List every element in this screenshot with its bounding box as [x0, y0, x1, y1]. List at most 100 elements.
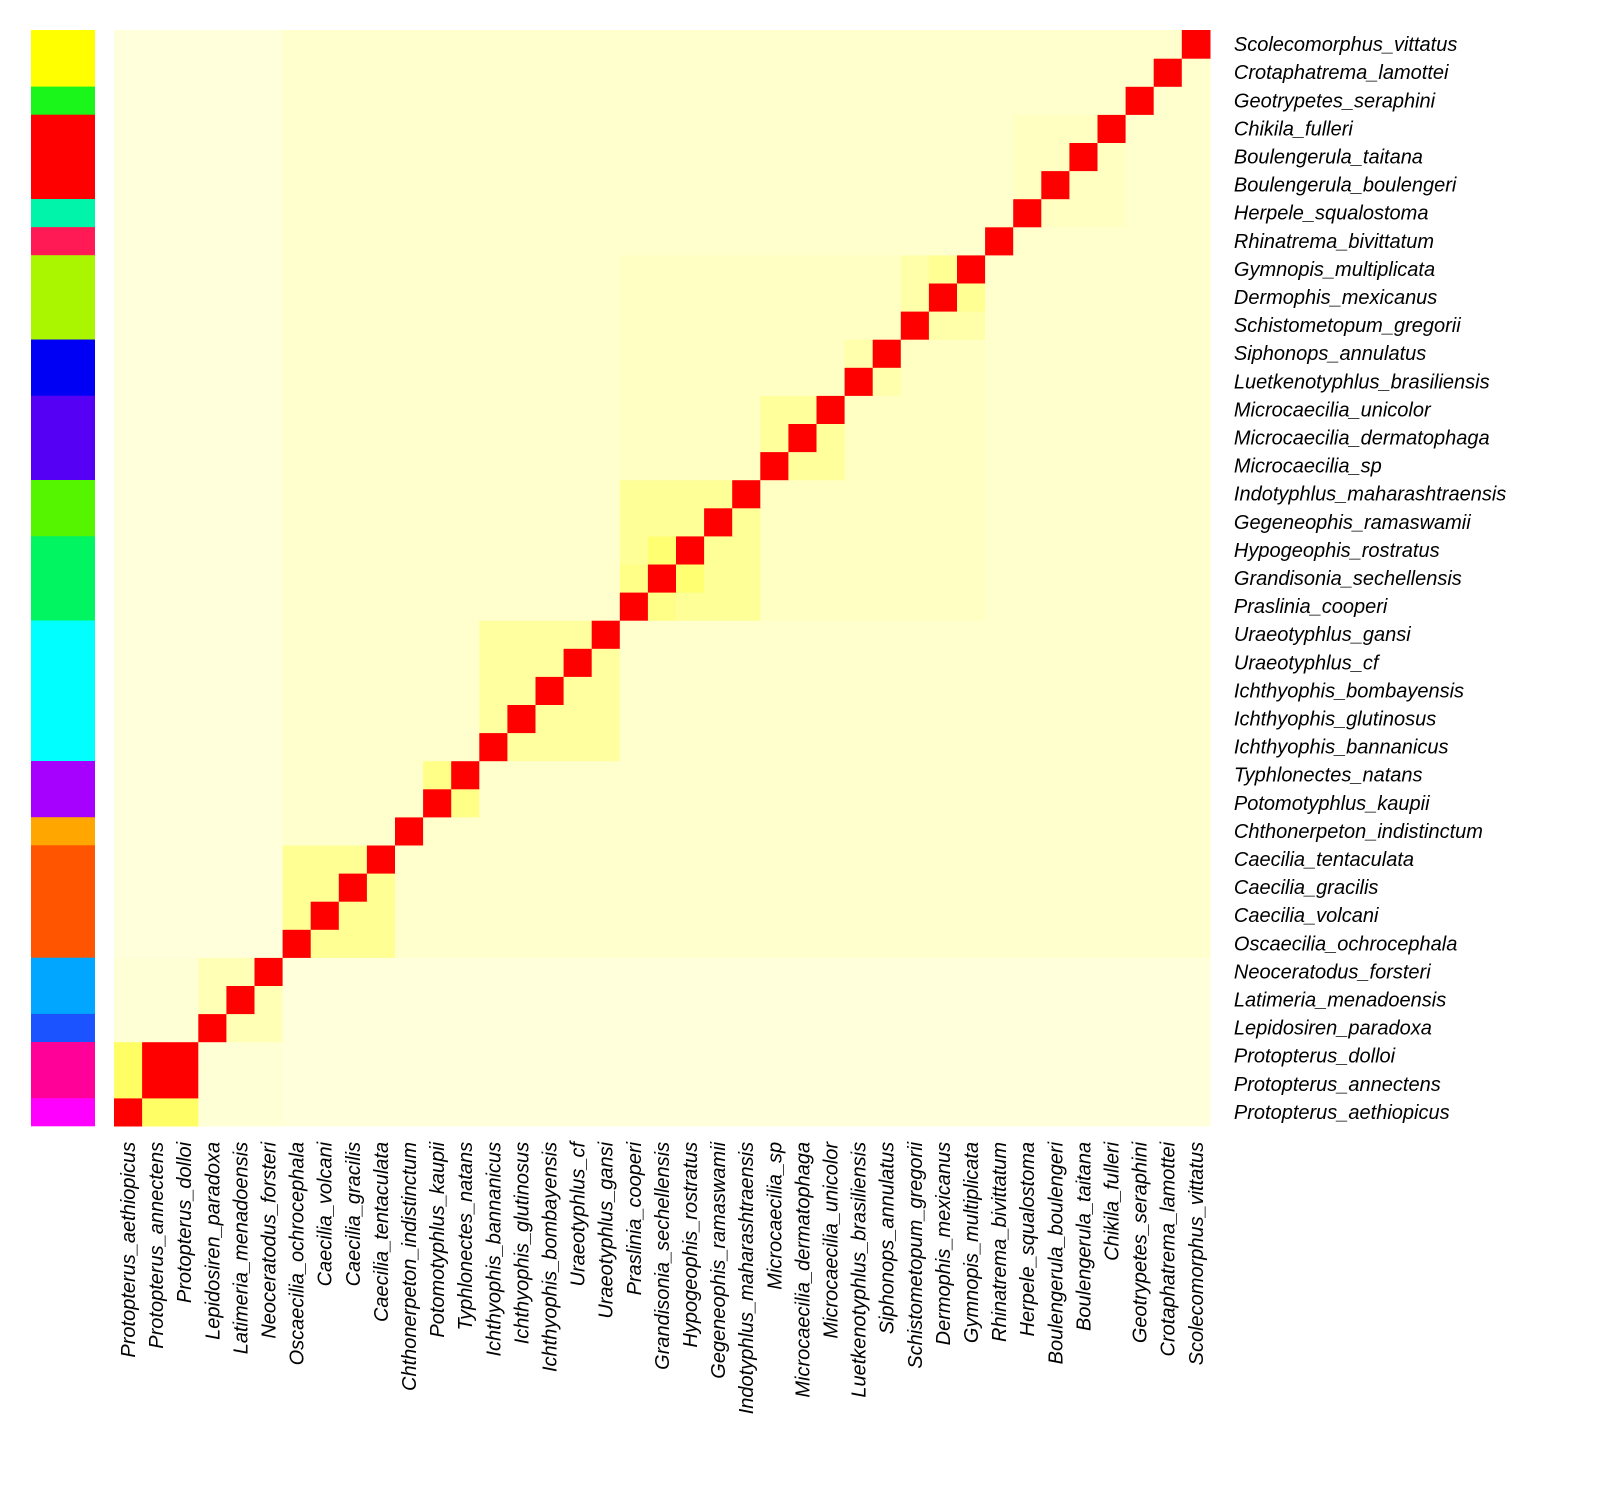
- heatmap-cell: [872, 901, 902, 930]
- heatmap-cell: [366, 282, 396, 312]
- heatmap-cell: [226, 423, 256, 453]
- heatmap-cell: [114, 1069, 143, 1099]
- heatmap-cell: [704, 282, 733, 312]
- heatmap-cell: [985, 1097, 1014, 1127]
- heatmap-cell: [1041, 367, 1070, 396]
- heatmap-cell: [619, 282, 649, 312]
- heatmap-cell: [676, 648, 705, 677]
- heatmap-cell: [479, 704, 508, 734]
- heatmap-cell: [198, 170, 227, 200]
- heatmap-cell: [338, 929, 368, 958]
- heatmap-cell: [1181, 901, 1211, 930]
- heatmap-cell: [338, 816, 368, 846]
- heatmap-cell: [619, 58, 649, 87]
- heatmap-cell: [872, 86, 902, 115]
- heatmap-cell: [788, 226, 818, 256]
- heatmap-cell: [676, 170, 705, 200]
- heatmap-cell: [338, 901, 368, 930]
- heatmap-cell: [1069, 58, 1099, 87]
- heatmap-cell: [1153, 507, 1183, 537]
- heatmap-cell: [1125, 1013, 1155, 1043]
- heatmap-cell: [170, 816, 199, 846]
- heatmap-cell: [563, 282, 593, 312]
- heatmap-cell: [928, 311, 958, 340]
- heatmap-cell: [619, 423, 649, 453]
- heatmap-cell: [1097, 226, 1127, 256]
- heatmap-cell: [338, 957, 368, 986]
- heatmap-cell: [395, 198, 424, 228]
- heatmap-cell: [563, 957, 593, 986]
- heatmap-cell: [760, 985, 789, 1015]
- heatmap-cell: [395, 30, 424, 59]
- heatmap-cell: [591, 563, 621, 593]
- row-label: Chikila_fulleri: [1234, 118, 1353, 140]
- heatmap-cell: [423, 395, 452, 424]
- heatmap-cell: [676, 957, 705, 986]
- heatmap-cell: [1041, 620, 1070, 649]
- heatmap-cell: [254, 311, 284, 340]
- heatmap-cell: [928, 732, 958, 762]
- heatmap-cell: [1181, 367, 1211, 396]
- heatmap-cell: [647, 620, 677, 649]
- heatmap-cell: [619, 957, 649, 986]
- heatmap-cell: [310, 1069, 340, 1099]
- heatmap-cell: [928, 254, 958, 284]
- heatmap-cell: [395, 648, 424, 677]
- heatmap-cell: [957, 844, 986, 874]
- heatmap-cell: [310, 507, 340, 537]
- heatmap-cell: [563, 423, 593, 453]
- heatmap-cell: [198, 30, 227, 59]
- heatmap-cell: [198, 732, 227, 762]
- heatmap-cell: [900, 423, 930, 453]
- heatmap-cell: [1069, 788, 1099, 818]
- heatmap-cell: [732, 170, 761, 200]
- heatmap-cell: [282, 929, 312, 958]
- heatmap-cell: [282, 311, 312, 340]
- heatmap-cell: [844, 535, 874, 565]
- heatmap-cell: [451, 957, 480, 986]
- heatmap-cell: [1013, 844, 1042, 874]
- heatmap-cell: [142, 142, 171, 172]
- heatmap-cell: [1097, 30, 1127, 59]
- heatmap-cell: [676, 282, 705, 312]
- heatmap-cell: [760, 1013, 789, 1043]
- heatmap-cell: [310, 58, 340, 87]
- heatmap-cell: [1125, 535, 1155, 565]
- heatmap-cell: [563, 395, 593, 424]
- heatmap-cell: [114, 535, 143, 565]
- heatmap-cell: [1041, 704, 1070, 734]
- heatmap-cell: [760, 142, 789, 172]
- heatmap-cell: [366, 479, 396, 509]
- heatmap-cell: [170, 1069, 199, 1099]
- heatmap-cell: [451, 1069, 480, 1099]
- heatmap-cell: [423, 788, 452, 818]
- heatmap-cell: [928, 226, 958, 256]
- heatmap-cell: [1013, 142, 1042, 172]
- heatmap-cell: [844, 957, 874, 986]
- heatmap-cell: [985, 58, 1014, 87]
- heatmap-cell: [591, 86, 621, 115]
- heatmap-cell: [957, 58, 986, 87]
- heatmap-cell: [423, 198, 452, 228]
- heatmap-cell: [676, 311, 705, 340]
- heatmap-cell: [142, 30, 171, 59]
- heatmap-cell: [985, 142, 1014, 172]
- row-labels: Protopterus_aethiopicusProtopterus_annec…: [1234, 34, 1506, 1124]
- heatmap-cell: [619, 170, 649, 200]
- heatmap-cell: [1097, 254, 1127, 284]
- heatmap-cell: [1041, 395, 1070, 424]
- heatmap-cell: [1041, 170, 1070, 200]
- heatmap-cell: [1153, 311, 1183, 340]
- heatmap-cell: [535, 367, 565, 396]
- column-label: Potomotyphlus_kaupii: [427, 1141, 449, 1337]
- heatmap-cell: [676, 985, 705, 1015]
- heatmap-cell: [647, 1041, 677, 1071]
- group-bar-segment: [31, 1041, 95, 1099]
- heatmap-cell: [170, 732, 199, 762]
- heatmap-cell: [142, 535, 171, 565]
- heatmap-cell: [872, 198, 902, 228]
- heatmap-cell: [676, 816, 705, 846]
- heatmap-cell: [788, 339, 818, 368]
- heatmap-cell: [338, 30, 368, 59]
- heatmap-cell: [395, 1097, 424, 1127]
